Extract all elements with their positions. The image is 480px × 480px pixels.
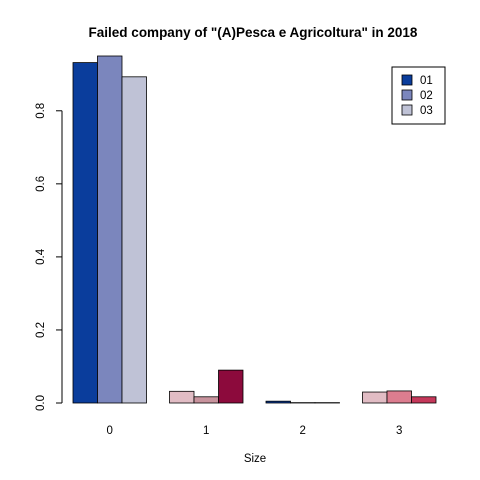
y-tick-label: 0.0 — [35, 395, 47, 411]
legend-box — [391, 66, 446, 125]
legend-label-01: 01 — [420, 75, 433, 87]
x-tick-label: 2 — [300, 425, 306, 437]
legend-label-03: 03 — [420, 105, 433, 117]
x-tick-label: 3 — [396, 425, 402, 437]
legend-swatch-03 — [401, 104, 413, 116]
legend: 01 02 03 — [391, 66, 446, 125]
x-axis-title: Size — [244, 453, 266, 465]
bar-2-01 — [265, 400, 291, 404]
x-tick-label: 0 — [107, 425, 113, 437]
bar-0-03 — [121, 76, 147, 404]
bar-3-01 — [362, 391, 388, 404]
bars-group — [72, 55, 437, 404]
legend-swatch-01 — [401, 74, 413, 86]
y-tick-label: 0.4 — [35, 248, 47, 265]
legend-swatch-02 — [401, 89, 413, 101]
y-axis: 0.0 0.2 0.4 0.6 0.8 — [35, 103, 63, 411]
y-tick-label: 0.8 — [35, 103, 47, 119]
bar-0-02 — [97, 55, 123, 404]
bar-1-03 — [218, 369, 244, 404]
x-tick-label: 1 — [203, 425, 209, 437]
x-axis-labels: 0 1 2 3 — [107, 425, 403, 437]
y-tick-label: 0.6 — [35, 176, 47, 192]
bar-1-02 — [193, 396, 219, 404]
bar-3-02 — [386, 390, 412, 404]
y-tick-label: 0.2 — [35, 322, 47, 338]
chart-title: Failed company of "(A)Pesca e Agricoltur… — [89, 25, 418, 40]
bar-1-01 — [169, 390, 195, 404]
bar-3-03 — [411, 396, 437, 404]
bar-0-01 — [72, 62, 98, 404]
legend-label-02: 02 — [420, 90, 433, 102]
